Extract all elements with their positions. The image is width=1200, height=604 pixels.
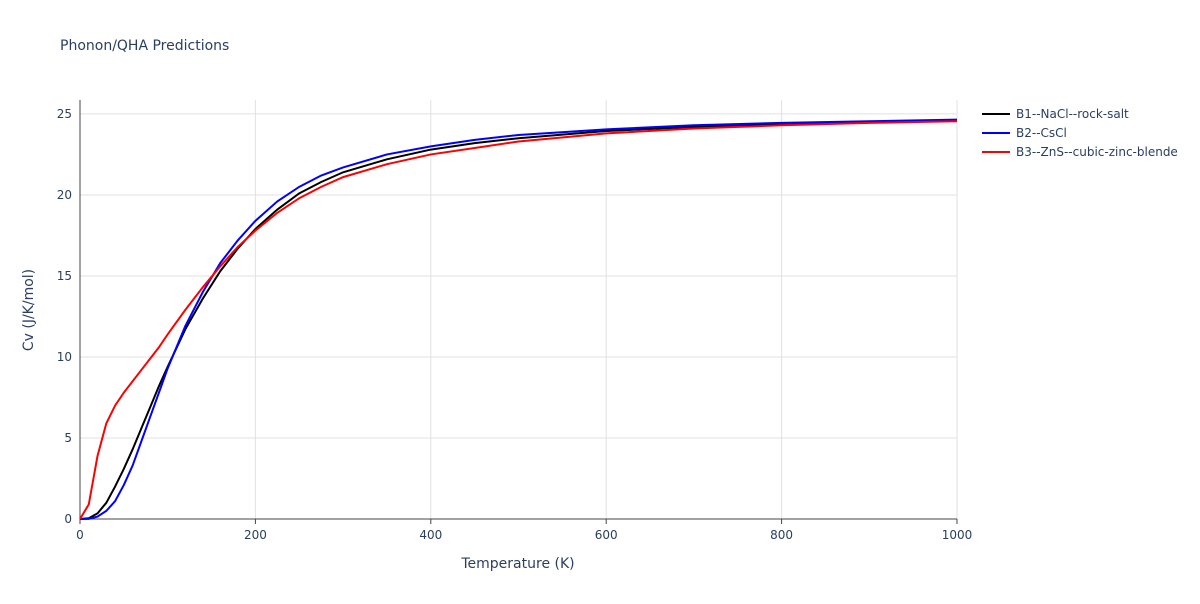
y-tick-label: 10 [57,350,72,364]
y-tick-label: 25 [57,107,72,121]
x-tick-label: 600 [595,528,618,542]
legend-label: B1--NaCl--rock-salt [1016,107,1129,121]
y-tick-label: 20 [57,188,72,202]
y-tick-label: 15 [57,269,72,283]
legend-label: B3--ZnS--cubic-zinc-blende [1016,145,1178,159]
series-line [79,119,958,520]
y-tick-label: 5 [64,431,72,445]
x-axis-title: Temperature (K) [460,556,574,572]
x-tick-label: 1000 [942,528,973,542]
chart-title: Phonon/QHA Predictions [60,38,229,54]
series-line [79,120,958,520]
series-line [79,118,958,520]
x-tick-label: 800 [770,528,793,542]
y-tick-label: 0 [64,512,72,526]
x-tick-label: 200 [244,528,267,542]
x-tick-label: 0 [76,528,84,542]
legend-label: B2--CsCl [1016,126,1067,140]
y-axis-title: Cv (J/K/mol) [21,269,37,351]
x-tick-label: 400 [419,528,442,542]
